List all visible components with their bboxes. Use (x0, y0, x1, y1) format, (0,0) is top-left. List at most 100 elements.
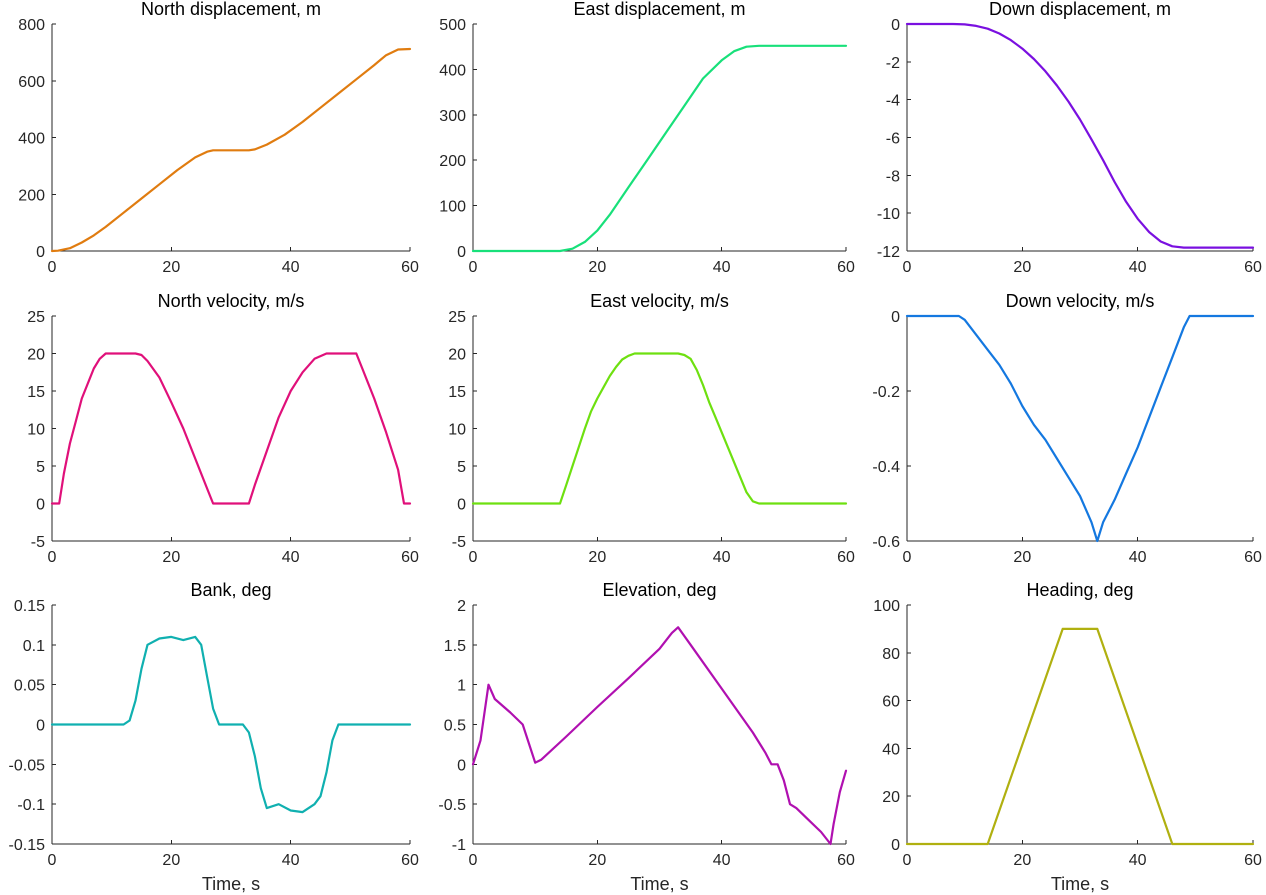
y-tick-label: -4 (886, 93, 900, 110)
x-tick-label: 20 (162, 259, 180, 276)
y-tick-label: 5 (36, 459, 45, 476)
x-tick-label: 0 (469, 549, 478, 566)
y-tick-label: 0.15 (14, 598, 45, 615)
x-tick-label: 0 (469, 852, 478, 869)
x-axis-label: Time, s (202, 874, 260, 894)
y-tick-label: 15 (27, 384, 45, 401)
y-tick-label: 60 (882, 694, 900, 711)
y-tick-label: -0.2 (872, 384, 900, 401)
y-tick-label: 80 (882, 646, 900, 663)
x-tick-label: 0 (48, 852, 57, 869)
y-tick-label: 20 (448, 347, 466, 364)
y-tick-label: 20 (27, 347, 45, 364)
chart-east-displacement-m: East displacement, m 0 20 40 60 0 100 200 300 400… (439, 0, 855, 276)
y-tick-label: 10 (27, 422, 45, 439)
x-tick-label: 20 (588, 549, 606, 566)
chart-down-velocity-m-s: Down velocity, m/s 0 20 40 60 0 -0.2 -0.4 -0.6 (872, 291, 1262, 566)
y-tick-label: 0.5 (444, 718, 466, 735)
x-tick-label: 40 (713, 852, 731, 869)
y-tick-label: -12 (877, 244, 900, 261)
chart-title: Heading, deg (1026, 580, 1133, 600)
y-tick-label: 40 (882, 741, 900, 758)
y-tick-label: -5 (31, 534, 45, 551)
series-line-heading (905, 627, 1255, 846)
series-line-north-velocity (50, 352, 412, 505)
chart-down-displacement-m: Down displacement, m 0 20 40 60 0 -2 -4 -6 -8 -10 -… (877, 0, 1262, 276)
x-tick-label: 60 (401, 259, 419, 276)
x-tick-label: 60 (401, 852, 419, 869)
y-tick-label: 25 (448, 309, 466, 326)
y-tick-label: -8 (886, 168, 900, 185)
x-tick-label: 40 (713, 549, 731, 566)
y-tick-label: 5 (457, 459, 466, 476)
y-tick-label: -0.1 (17, 797, 45, 814)
y-tick-label: 0.1 (23, 638, 45, 655)
x-tick-label: 0 (903, 549, 912, 566)
series-line-north-displacement (50, 47, 412, 253)
y-tick-label: 10 (448, 422, 466, 439)
y-tick-label: 800 (18, 17, 45, 34)
y-tick-label: 20 (882, 789, 900, 806)
y-tick-label: -0.4 (872, 459, 900, 476)
x-tick-label: 60 (401, 549, 419, 566)
y-tick-label: 0 (36, 497, 45, 514)
y-tick-label: -1 (452, 837, 466, 854)
x-tick-label: 60 (837, 549, 855, 566)
chart-title: East velocity, m/s (590, 291, 729, 311)
series-line-east-velocity (471, 352, 848, 505)
chart-heading-deg: Heading, deg 0 20 40 60 0 20 40 60 80 100 Time, s (873, 580, 1262, 894)
x-tick-label: 40 (282, 852, 300, 869)
x-axis-label: Time, s (630, 874, 688, 894)
y-tick-label: -5 (452, 534, 466, 551)
x-tick-label: 0 (469, 259, 478, 276)
y-tick-label: 0.05 (14, 678, 45, 695)
x-tick-label: 60 (837, 852, 855, 869)
y-tick-label: 300 (439, 108, 466, 125)
x-tick-label: 20 (588, 852, 606, 869)
chart-title: North displacement, m (141, 0, 321, 19)
y-tick-label: 0 (891, 309, 900, 326)
x-tick-label: 40 (1129, 259, 1147, 276)
x-tick-label: 60 (1244, 259, 1262, 276)
chart-title: Down velocity, m/s (1006, 291, 1155, 311)
x-tick-label: 60 (1244, 549, 1262, 566)
y-tick-label: 0 (36, 244, 45, 261)
x-tick-label: 40 (282, 259, 300, 276)
x-tick-label: 40 (1129, 852, 1147, 869)
y-tick-label: 100 (439, 199, 466, 216)
y-tick-label: 2 (457, 598, 466, 615)
x-tick-label: 60 (837, 259, 855, 276)
series-line-elevation (471, 626, 848, 846)
series-line-east-displacement (471, 44, 848, 253)
y-tick-label: 0 (891, 837, 900, 854)
x-tick-label: 0 (903, 852, 912, 869)
x-tick-label: 0 (903, 259, 912, 276)
y-tick-label: 200 (439, 153, 466, 170)
x-tick-label: 40 (1129, 549, 1147, 566)
series-line-bank (50, 635, 412, 814)
y-tick-label: -0.5 (438, 797, 466, 814)
y-tick-label: -6 (886, 131, 900, 148)
y-tick-label: 0 (457, 244, 466, 261)
x-tick-label: 20 (588, 259, 606, 276)
x-tick-label: 40 (282, 549, 300, 566)
y-tick-label: 25 (27, 309, 45, 326)
chart-title: Bank, deg (190, 580, 271, 600)
x-tick-label: 60 (1244, 852, 1262, 869)
x-tick-label: 20 (162, 852, 180, 869)
y-tick-label: -10 (877, 206, 900, 223)
y-tick-label: -0.05 (9, 757, 46, 774)
y-tick-label: 500 (439, 17, 466, 34)
y-tick-label: 400 (439, 62, 466, 79)
y-tick-label: 0 (457, 757, 466, 774)
y-tick-label: 1 (457, 678, 466, 695)
y-tick-label: 1.5 (444, 638, 466, 655)
x-tick-label: 0 (48, 549, 57, 566)
y-tick-label: 400 (18, 131, 45, 148)
chart-title: East displacement, m (573, 0, 745, 19)
y-tick-label: -0.6 (872, 534, 900, 551)
y-tick-label: 200 (18, 187, 45, 204)
